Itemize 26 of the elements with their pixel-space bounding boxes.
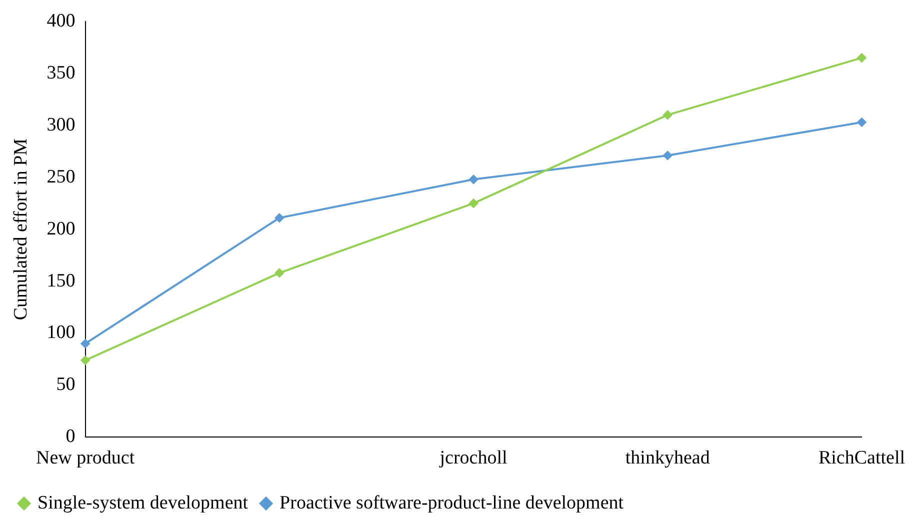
- y-tick-label: 250: [46, 166, 76, 188]
- point: [663, 110, 672, 120]
- y-tick-label: 0: [66, 426, 76, 448]
- point: [80, 339, 90, 348]
- y-tick-label: 300: [46, 114, 76, 136]
- point: [663, 150, 672, 160]
- x-tick-label: RichCattell: [818, 448, 906, 469]
- point: [469, 198, 478, 208]
- point: [80, 356, 90, 365]
- point: [469, 174, 478, 184]
- legend-label: Proactive software-product-line development: [280, 492, 624, 514]
- y-tick-label: 150: [46, 270, 76, 292]
- x-tick-label: New product: [36, 448, 136, 469]
- y-tick-label: 400: [46, 10, 76, 32]
- y-tick-label: 200: [46, 218, 76, 240]
- point: [857, 118, 866, 127]
- x-tick-label: thinkyhead: [625, 448, 710, 469]
- y-tick-label: 50: [56, 374, 76, 396]
- y-axis-title: Cumulated effort in PM: [10, 138, 32, 320]
- y-tick-label: 100: [46, 322, 76, 344]
- point: [274, 268, 284, 278]
- x-tick-label: jcrocholl: [438, 448, 508, 469]
- y-tick-label: 350: [46, 62, 76, 84]
- legend-label: Single-system development: [38, 492, 249, 514]
- point: [857, 53, 866, 62]
- point: [274, 213, 284, 222]
